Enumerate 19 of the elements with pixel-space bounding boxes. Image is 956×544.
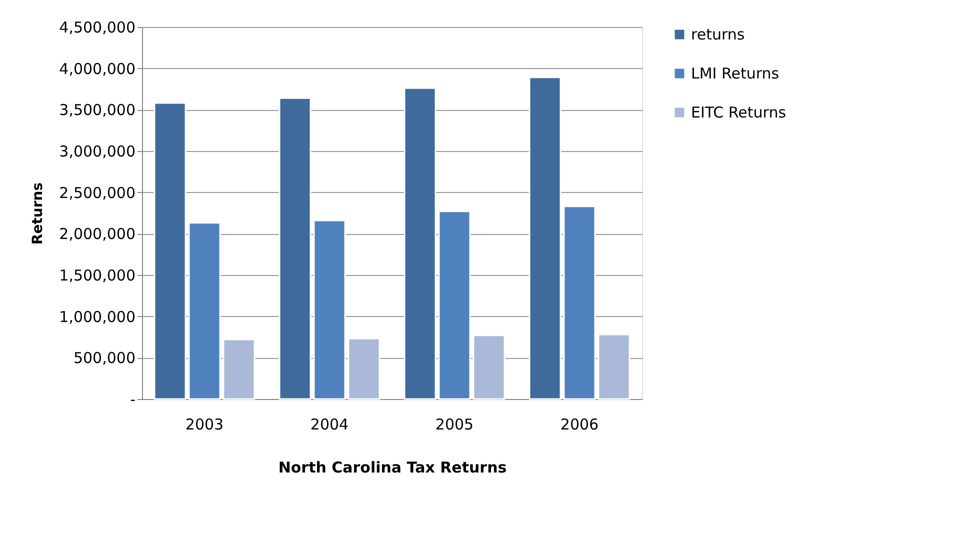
legend-label: LMI Returns [691,64,780,82]
legend-label: returns [691,26,745,44]
y-tick-label: 2,500,000 [59,184,136,202]
y-tick-label: 1,000,000 [59,308,136,326]
x-axis-title: North Carolina Tax Returns [278,458,507,476]
y-tick-label: - [130,390,136,408]
legend-label: EITC Returns [691,104,786,122]
x-tick-label: 2004 [310,416,349,434]
x-tick-label: 2003 [185,416,224,434]
y-tick-label: 3,500,000 [59,101,136,120]
y-axis-title: Returns [30,182,46,245]
y-tick-label: 500,000 [73,349,136,368]
y-tick-label: 4,500,000 [59,18,136,36]
y-tick-label: 4,000,000 [59,60,136,78]
x-tick-label: 2006 [560,416,599,434]
x-tick-label: 2005 [435,416,474,434]
y-tick-label: 2,000,000 [59,225,136,244]
y-tick-label: 3,000,000 [59,142,136,160]
y-tick-label: 1,500,000 [59,266,136,284]
